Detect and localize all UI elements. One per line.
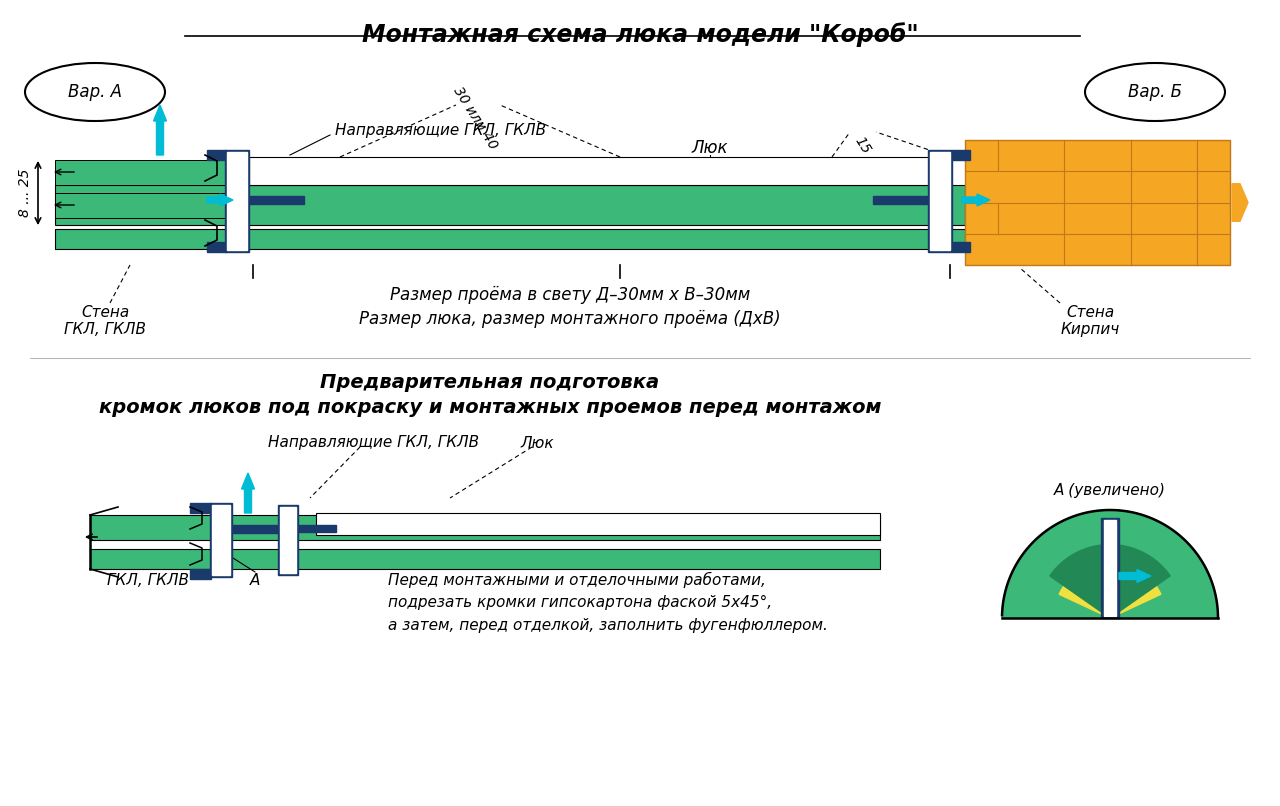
Bar (931, 152, 950, 250)
Text: ГКЛ, ГКЛВ: ГКЛ, ГКЛВ (108, 573, 189, 588)
Text: А (увеличено): А (увеличено) (1053, 483, 1166, 498)
Polygon shape (1050, 545, 1170, 618)
Text: 15: 15 (851, 134, 873, 156)
Bar (207, 242, 227, 252)
FancyArrow shape (1119, 570, 1151, 583)
Text: кромок люков под покраску и монтажных проемов перед монтажом: кромок люков под покраску и монтажных пр… (99, 398, 881, 417)
Bar (298, 525, 335, 532)
Bar (278, 505, 298, 575)
Text: а затем, перед отделкой, заполнить фугенфюллером.: а затем, перед отделкой, заполнить фуген… (388, 618, 828, 633)
Text: А: А (250, 573, 260, 588)
Bar (952, 242, 970, 252)
Bar (55, 185, 965, 225)
Text: Размер проёма в свету Д–30мм х В–30мм: Размер проёма в свету Д–30мм х В–30мм (390, 286, 750, 304)
FancyArrow shape (207, 194, 233, 206)
Bar (928, 150, 952, 252)
Bar (250, 196, 305, 204)
Bar (90, 515, 881, 540)
Text: Вар. А: Вар. А (68, 83, 122, 101)
Bar (250, 157, 950, 185)
FancyArrow shape (154, 105, 166, 155)
Bar (55, 193, 225, 218)
Bar (873, 196, 929, 204)
Text: Предварительная подготовка: Предварительная подготовка (320, 373, 659, 392)
Bar (212, 505, 230, 575)
Text: Размер люка, размер монтажного проёма (ДхВ): Размер люка, размер монтажного проёма (Д… (360, 310, 781, 328)
Bar (55, 229, 965, 249)
Bar (227, 152, 247, 250)
Polygon shape (1002, 510, 1219, 618)
Text: 30 или 40: 30 или 40 (451, 84, 499, 152)
Bar (1101, 518, 1119, 618)
Polygon shape (1059, 562, 1161, 618)
Text: Монтажная схема люка модели "Короб": Монтажная схема люка модели "Короб" (362, 22, 918, 47)
FancyArrow shape (1231, 184, 1248, 222)
Text: подрезать кромки гипсокартона фаской 5х45°,: подрезать кромки гипсокартона фаской 5х4… (388, 595, 772, 610)
Bar (90, 549, 881, 569)
Bar (280, 507, 296, 573)
Text: Вар. Б: Вар. Б (1128, 83, 1181, 101)
Bar (316, 513, 881, 535)
Bar (225, 150, 250, 252)
Text: Люк: Люк (520, 435, 554, 451)
FancyArrow shape (242, 473, 255, 513)
FancyArrow shape (963, 194, 989, 206)
Bar (965, 140, 1230, 265)
Text: Перед монтажными и отделочными работами,: Перед монтажными и отделочными работами, (388, 572, 765, 588)
Text: Направляющие ГКЛ, ГКЛВ: Направляющие ГКЛ, ГКЛВ (268, 435, 479, 451)
Text: Люк: Люк (691, 139, 728, 157)
Text: Стена
ГКЛ, ГКЛВ: Стена ГКЛ, ГКЛВ (64, 305, 146, 338)
Bar (952, 150, 970, 160)
Text: Направляющие ГКЛ, ГКЛВ: Направляющие ГКЛ, ГКЛВ (335, 123, 547, 138)
Bar (189, 569, 211, 579)
Bar (232, 525, 282, 533)
Bar (189, 503, 211, 513)
Bar (210, 503, 232, 577)
Bar (207, 150, 227, 160)
Text: Стена
Кирпич: Стена Кирпич (1060, 305, 1120, 338)
Bar (55, 160, 225, 185)
Bar (1103, 520, 1116, 616)
Text: 8 ... 25: 8 ... 25 (18, 168, 32, 218)
